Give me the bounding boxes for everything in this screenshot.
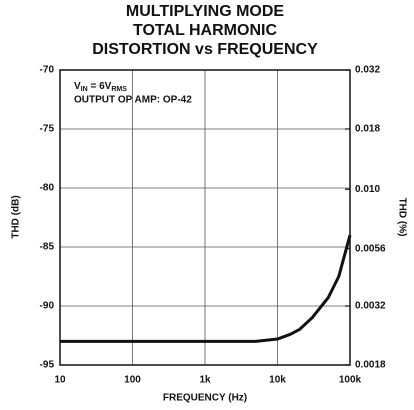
x-tick-label: 100 <box>124 375 141 386</box>
y-tick-label: -90 <box>40 301 55 312</box>
annotation-part: IN <box>81 86 88 93</box>
annotation-part: = 6V <box>88 81 112 92</box>
y-tick-label: -80 <box>40 183 55 194</box>
plot-frame <box>59 69 351 366</box>
x-tick-label: 10 <box>54 375 66 386</box>
chart-title: DISTORTION vs FREQUENCY <box>92 41 318 58</box>
y2-tick-label: 0.032 <box>355 65 380 76</box>
y2-tick-label: 0.0032 <box>355 301 386 312</box>
y-tick-label: -95 <box>40 360 55 371</box>
y-axis-label: THD (dB) <box>11 195 22 238</box>
annotation-part: V <box>74 81 81 92</box>
x-tick-label: 1k <box>199 375 211 386</box>
y2-tick-label: 0.0056 <box>355 243 386 254</box>
x-tick-label: 10k <box>269 375 286 386</box>
x-tick-label: 100k <box>339 375 362 386</box>
x-axis-label: FREQUENCY (Hz) <box>163 393 247 404</box>
data-line <box>60 234 352 343</box>
y-tick-label: -70 <box>40 65 55 76</box>
annotation: OUTPUT OP AMP: OP-42 <box>74 95 192 106</box>
chart-title: TOTAL HARMONIC <box>133 22 277 39</box>
annotation: VIN = 6VRMS <box>74 81 127 93</box>
y2-tick-label: 0.010 <box>355 184 380 195</box>
y2-tick-label: 0.0018 <box>355 360 386 371</box>
chart-title: MULTIPLYING MODE <box>126 3 285 20</box>
annotation-part: RMS <box>111 86 127 93</box>
y-tick-label: -75 <box>40 124 55 135</box>
y2-tick-label: 0.018 <box>355 124 380 135</box>
y-tick-label: -85 <box>40 242 55 253</box>
y2-axis-label: THD (%) <box>396 198 407 237</box>
